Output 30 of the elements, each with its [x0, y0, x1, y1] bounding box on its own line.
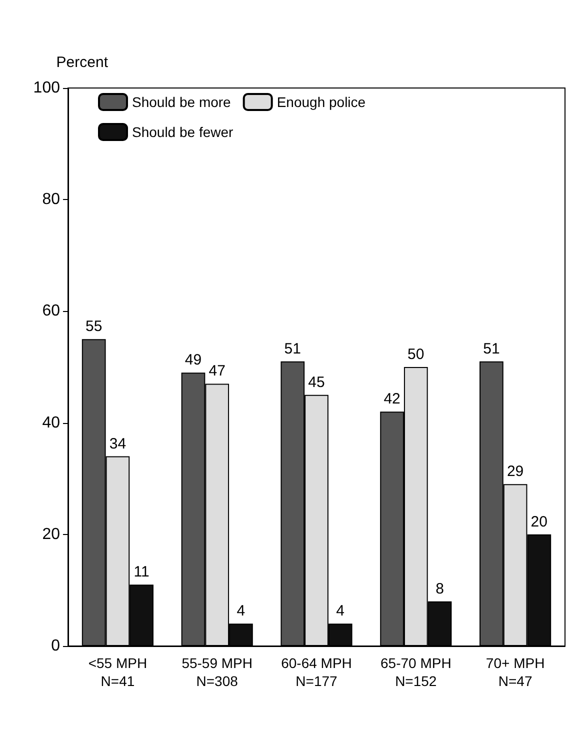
- data-label: 51: [483, 340, 500, 358]
- data-label: 50: [408, 346, 424, 363]
- legend-label: Should be more: [132, 94, 232, 110]
- data-label: 51: [284, 340, 301, 358]
- y-tick-label: 40: [42, 414, 60, 432]
- x-tick-label: 60-64 MPH N=177: [281, 655, 352, 689]
- y-axis-title: Percent: [56, 54, 109, 71]
- data-label: 20: [530, 513, 548, 530]
- x-tick-label: 55-59 MPH N=308: [182, 655, 253, 689]
- y-tick-label: 0: [51, 638, 60, 654]
- data-label: 8: [436, 580, 444, 598]
- data-label: 11: [134, 564, 150, 581]
- x-tick-label: 70+ MPH N=47: [486, 655, 545, 689]
- data-label: 55: [86, 318, 102, 336]
- data-label: 34: [109, 435, 126, 452]
- data-label: 29: [506, 463, 524, 480]
- data-label: 45: [308, 374, 325, 391]
- y-tick-label: 80: [42, 191, 60, 208]
- x-tick-label: 65-70 MPH N=152: [380, 655, 452, 689]
- legend-label: Enough police: [276, 94, 366, 110]
- data-label: 49: [184, 352, 202, 369]
- data-label: 4: [236, 602, 246, 620]
- data-label: 47: [208, 362, 226, 380]
- data-label: 42: [384, 390, 400, 408]
- x-tick-label: <55 MPH N=41: [88, 655, 148, 689]
- y-tick-label: 100: [33, 80, 60, 96]
- y-tick-label: 60: [42, 302, 60, 320]
- y-tick-label: 20: [42, 526, 60, 543]
- legend-label: Should be fewer: [132, 124, 234, 140]
- data-label: 4: [336, 602, 345, 620]
